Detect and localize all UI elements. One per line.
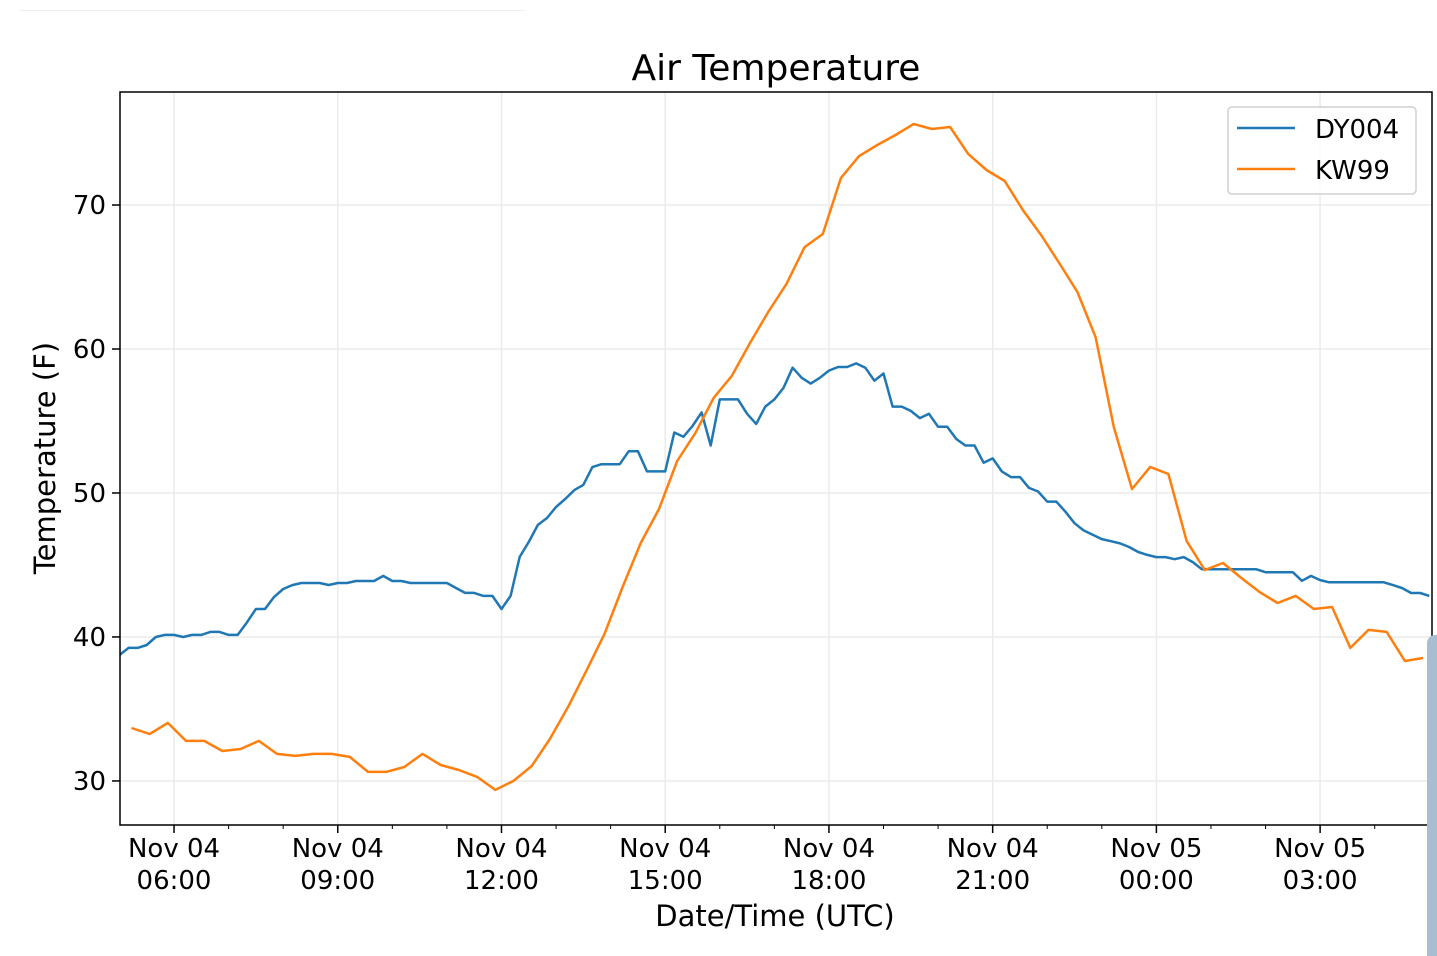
y-tick-label: 70 xyxy=(73,191,106,221)
x-tick-label-time: 21:00 xyxy=(955,866,1030,896)
x-tick-label-date: Nov 04 xyxy=(619,834,711,864)
x-axis-label: Date/Time (UTC) xyxy=(655,899,894,933)
series-lines xyxy=(120,122,1430,792)
legend-label-kw99: KW99 xyxy=(1315,156,1390,186)
x-tick-label-date: Nov 04 xyxy=(128,834,220,864)
x-tick-label-time: 18:00 xyxy=(791,866,866,896)
series-line-kw99 xyxy=(131,122,1424,792)
y-tick-label: 40 xyxy=(73,623,106,653)
x-tick-label-date: Nov 04 xyxy=(947,834,1039,864)
chart-title: Air Temperature xyxy=(632,48,921,89)
x-tick-label-time: 03:00 xyxy=(1283,866,1358,896)
y-tick-label: 30 xyxy=(73,767,106,797)
series-line-dy004 xyxy=(120,362,1430,656)
plot-frame xyxy=(119,91,1433,826)
x-tick-label-time: 06:00 xyxy=(137,866,212,896)
x-tick-label-date: Nov 05 xyxy=(1274,834,1366,864)
y-tick-label: 60 xyxy=(73,335,106,365)
x-tick-label-time: 09:00 xyxy=(300,866,375,896)
scrollbar-handle[interactable] xyxy=(1427,635,1437,956)
x-tick-label-date: Nov 04 xyxy=(292,834,384,864)
y-tick-label: 50 xyxy=(73,479,106,509)
grid xyxy=(120,92,1432,825)
legend-label-dy004: DY004 xyxy=(1315,115,1399,145)
x-tick-label-time: 00:00 xyxy=(1119,866,1194,896)
x-tick-label-date: Nov 04 xyxy=(783,834,875,864)
x-tick-label-date: Nov 04 xyxy=(455,834,547,864)
x-tick-label-time: 15:00 xyxy=(628,866,703,896)
legend: DY004 KW99 xyxy=(1227,106,1417,195)
top-divider xyxy=(20,10,525,11)
x-tick-label-time: 12:00 xyxy=(464,866,539,896)
y-axis-label: Temperature (F) xyxy=(28,342,62,575)
x-tick-label-date: Nov 05 xyxy=(1110,834,1202,864)
